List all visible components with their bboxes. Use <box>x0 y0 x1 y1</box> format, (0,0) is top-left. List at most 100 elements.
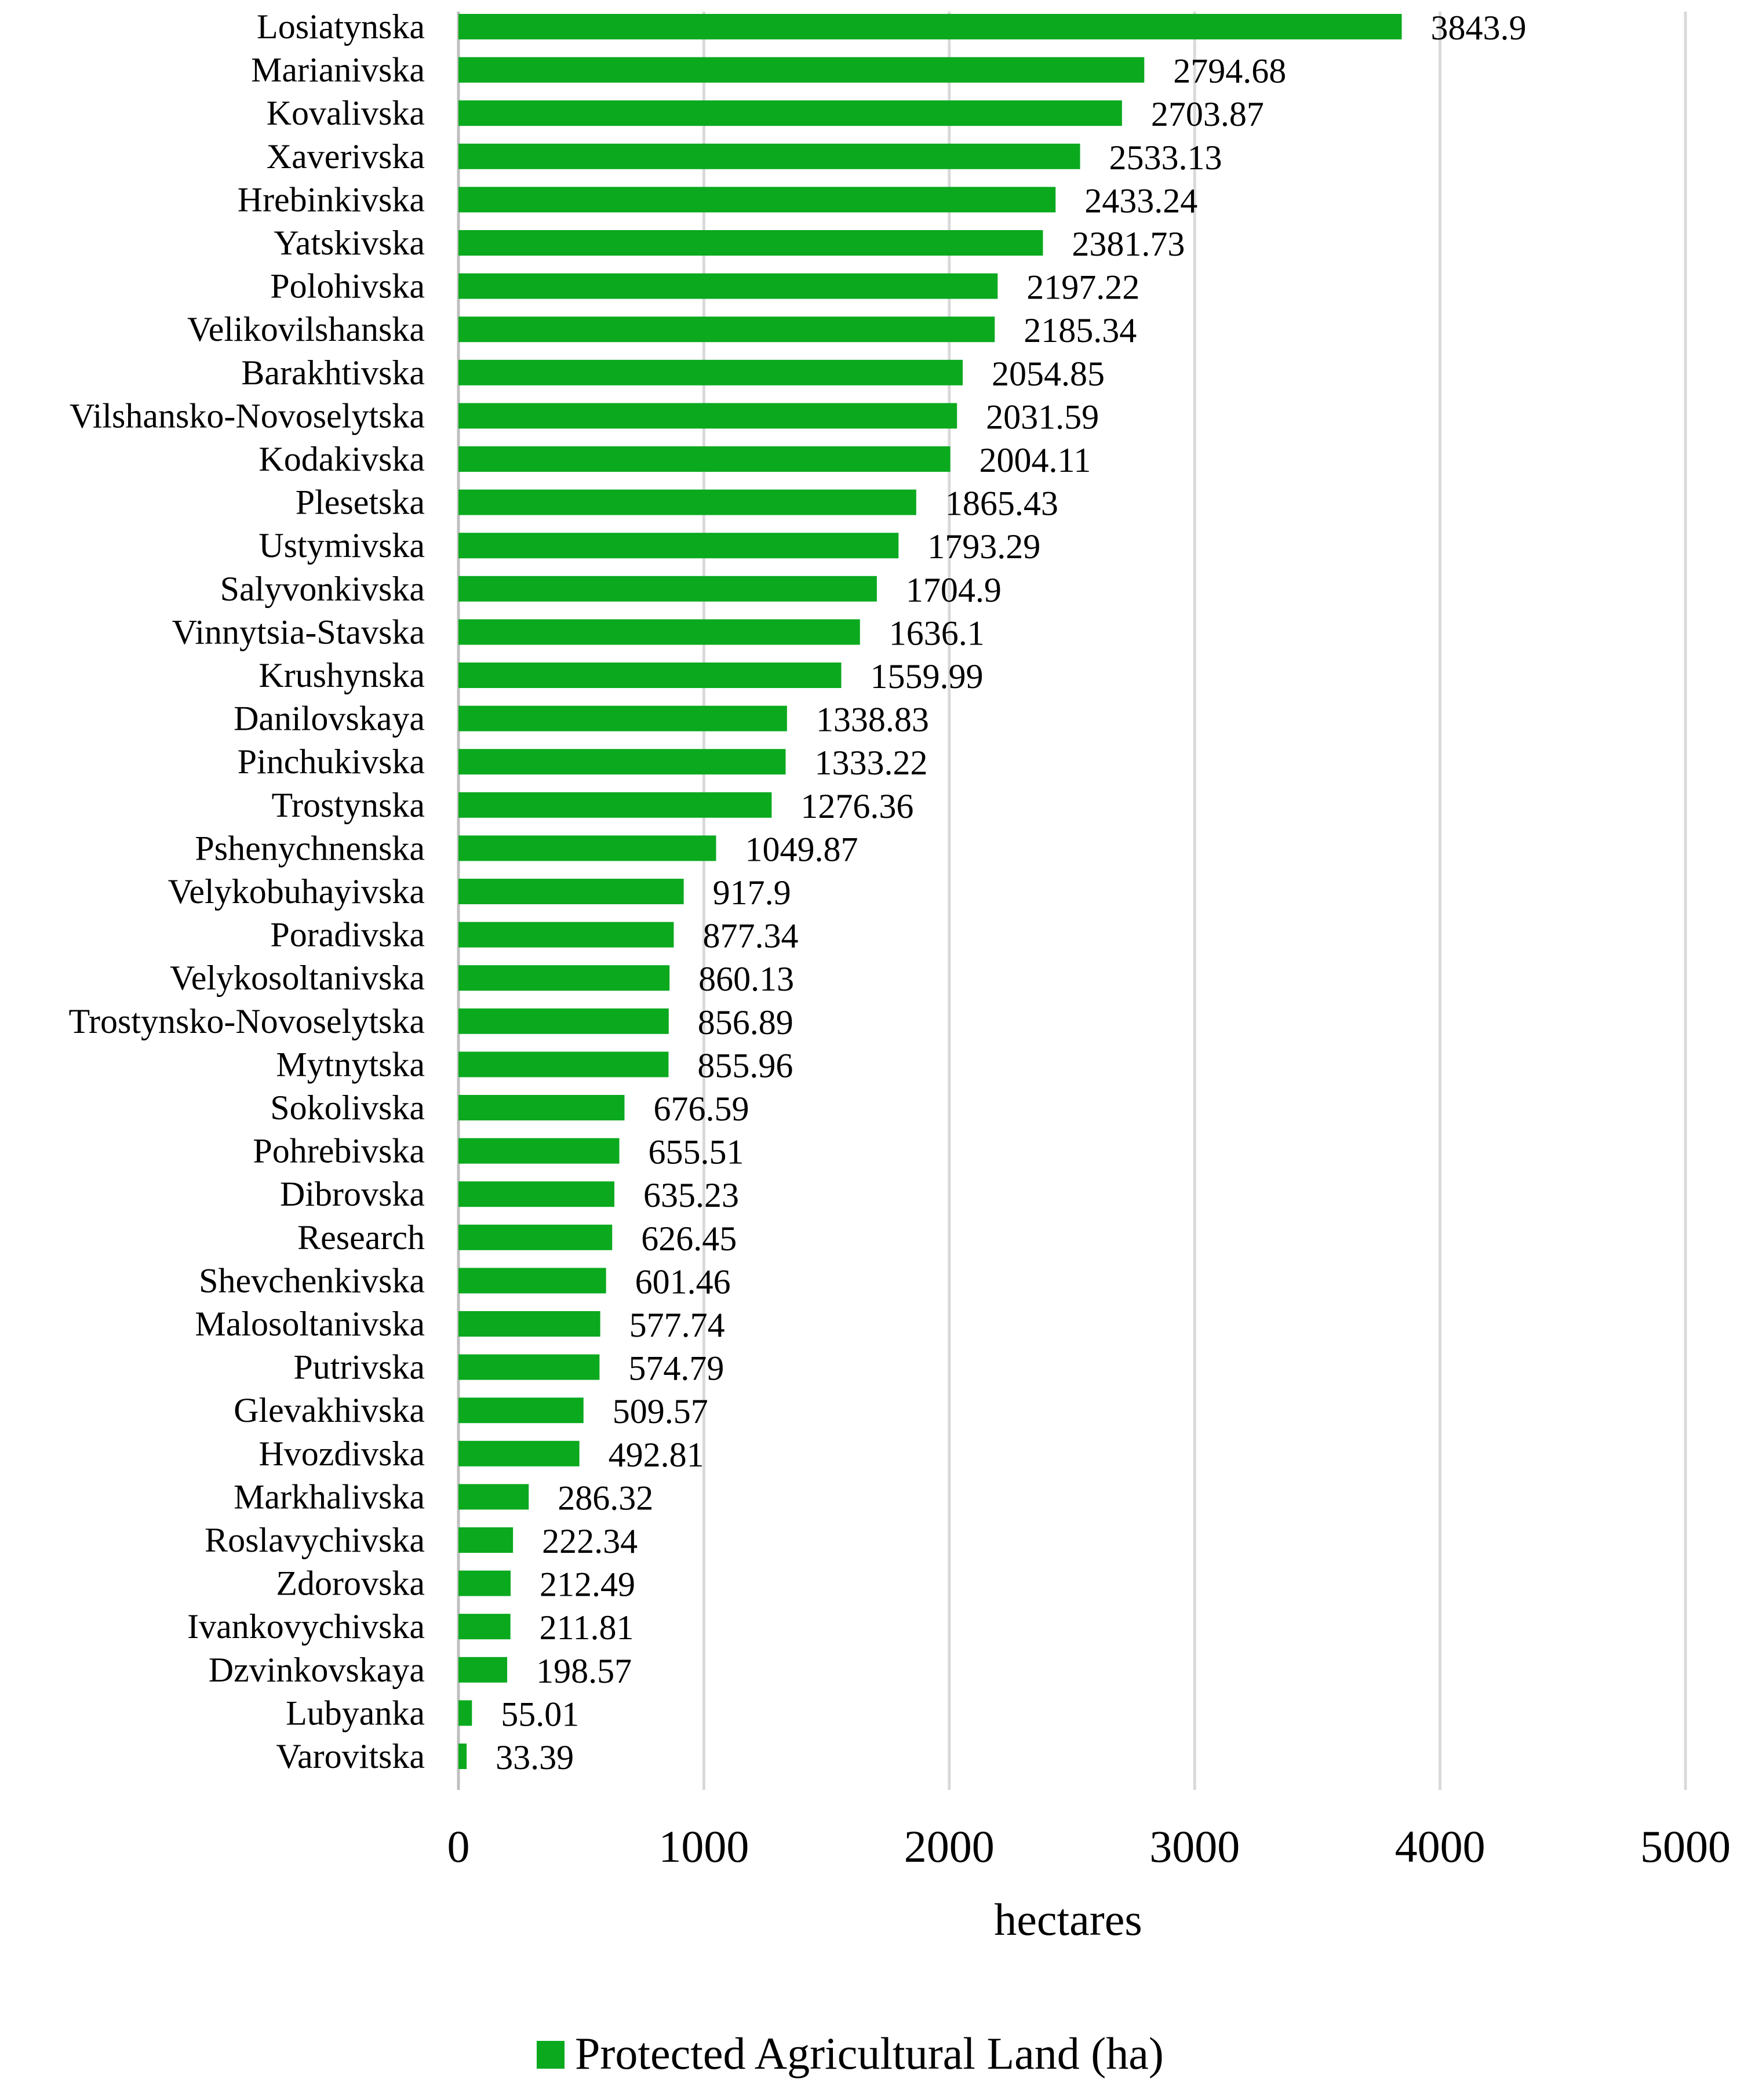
data-label: 574.79 <box>628 1349 724 1388</box>
data-label: 577.74 <box>629 1306 725 1344</box>
x-tick-label: 2000 <box>904 1821 995 1872</box>
category-label: Velikovilshanska <box>187 310 425 348</box>
category-label: Polohivska <box>270 267 425 305</box>
bar-hvozdivska <box>458 1440 580 1466</box>
bar-kovalivska <box>458 100 1122 126</box>
data-label: 1793.29 <box>927 527 1040 566</box>
category-label: Velykosoltanivska <box>170 959 425 997</box>
category-label: Marianivska <box>251 51 425 89</box>
data-label: 2433.24 <box>1084 181 1197 220</box>
bar-barakhtivska <box>458 359 963 385</box>
category-label: Velykobuhayivska <box>168 872 425 911</box>
bar-trostynska <box>458 792 772 818</box>
category-label: Trostynska <box>271 786 425 824</box>
bar-glevakhivska <box>458 1397 584 1424</box>
category-label: Research <box>297 1218 425 1257</box>
bar-polohivska <box>458 273 998 299</box>
data-label: 2054.85 <box>992 355 1105 393</box>
data-label: 2381.73 <box>1072 225 1185 263</box>
bar-trostynsko-novoselytska <box>458 1008 669 1034</box>
bar-mytnytska <box>458 1051 669 1078</box>
bar-ivankovychivska <box>458 1614 511 1640</box>
bar-dzvinkovskaya <box>458 1657 508 1683</box>
bar-xaverivska <box>458 143 1080 169</box>
data-label: 212.49 <box>540 1566 635 1604</box>
data-label: 1559.99 <box>870 657 983 696</box>
bar-malosoltanivska <box>458 1311 600 1337</box>
bar-ustymivska <box>458 533 899 559</box>
category-label: Trostynsko-Novoselytska <box>68 1002 425 1040</box>
data-label: 3843.9 <box>1431 9 1527 47</box>
bar-lubyanka <box>458 1700 472 1726</box>
data-label: 1636.1 <box>889 614 985 652</box>
category-label: Barakhtivska <box>241 354 425 392</box>
x-tick-label: 1000 <box>658 1821 749 1872</box>
bar-velikovilshanska <box>458 316 995 343</box>
category-label: Kovalivska <box>267 94 425 132</box>
data-label: 222.34 <box>542 1522 638 1560</box>
data-label: 1338.83 <box>816 701 929 739</box>
data-label: 856.89 <box>698 1003 793 1042</box>
data-label: 492.81 <box>609 1436 704 1474</box>
category-label: Malosoltanivska <box>195 1305 425 1343</box>
data-label: 55.01 <box>501 1695 579 1733</box>
data-label: 2031.59 <box>986 398 1099 436</box>
category-label: Losiatynska <box>257 8 425 46</box>
data-label: 2185.34 <box>1024 311 1137 350</box>
data-label: 626.45 <box>641 1220 737 1258</box>
data-label: 286.32 <box>558 1479 653 1517</box>
bar-marianivska <box>458 57 1145 83</box>
bars <box>458 14 1402 1769</box>
bar-vilshansko-novoselytska <box>458 403 957 429</box>
category-label: Vinnytsia-Stavska <box>172 613 425 651</box>
category-label: Hvozdivska <box>258 1435 425 1473</box>
data-label: 1865.43 <box>945 485 1058 523</box>
data-label: 635.23 <box>643 1176 739 1214</box>
data-label: 509.57 <box>613 1392 708 1431</box>
category-label: Poradivska <box>270 916 425 954</box>
bar-zdorovska <box>458 1570 511 1596</box>
data-label: 860.13 <box>698 960 794 998</box>
data-label: 1333.22 <box>814 744 927 782</box>
bar-roslavychivska <box>458 1527 514 1553</box>
x-tick-label: 5000 <box>1640 1821 1731 1872</box>
category-label: Danilovskaya <box>234 700 425 738</box>
category-label: Vilshansko-Novoselytska <box>70 396 425 435</box>
data-label: 2703.87 <box>1151 95 1264 133</box>
category-label: Roslavychivska <box>205 1521 425 1559</box>
data-label: 2004.11 <box>980 441 1091 479</box>
bar-putrivska <box>458 1354 600 1380</box>
data-label: 33.39 <box>496 1738 574 1777</box>
category-label: Shevchenkivska <box>199 1261 425 1300</box>
data-label: 917.9 <box>713 874 791 912</box>
category-label: Plesetska <box>296 483 425 522</box>
bar-dibrovska <box>458 1181 614 1207</box>
bar-kodakivska <box>458 446 951 472</box>
bar-losiatynska <box>458 14 1402 39</box>
legend-swatch <box>537 2041 565 2069</box>
category-label: Putrivska <box>293 1348 425 1386</box>
bar-sokolivska <box>458 1095 625 1120</box>
value-labels: 3843.9 2794.68 2703.87 2533.13 2433.24 2381.7… <box>496 9 1526 1777</box>
category-label: Dibrovska <box>280 1175 425 1213</box>
category-label: Glevakhivska <box>234 1391 425 1429</box>
data-label: 676.59 <box>653 1090 749 1128</box>
category-label: Lubyanka <box>286 1694 425 1732</box>
x-axis-title: hectares <box>994 1894 1142 1945</box>
bar-pohrebivska <box>458 1138 620 1164</box>
data-label: 855.96 <box>697 1046 793 1084</box>
data-label: 1049.87 <box>745 830 858 868</box>
category-label: Salyvonkivska <box>220 570 425 608</box>
category-label: Dzvinkovskaya <box>209 1651 425 1689</box>
category-label: Mytnytska <box>276 1045 425 1083</box>
bar-yatskivska <box>458 230 1043 256</box>
bar-markhalivska <box>458 1484 529 1510</box>
legend[interactable]: Protected Agricultural Land (ha) <box>537 2028 1164 2079</box>
bar-shevchenkivska <box>458 1268 606 1294</box>
data-label: 601.46 <box>635 1262 731 1301</box>
data-label: 2197.22 <box>1026 268 1139 307</box>
bar-krushynska <box>458 663 842 688</box>
category-label: Yatskivska <box>274 224 425 262</box>
legend-label: Protected Agricultural Land (ha) <box>575 2028 1164 2079</box>
